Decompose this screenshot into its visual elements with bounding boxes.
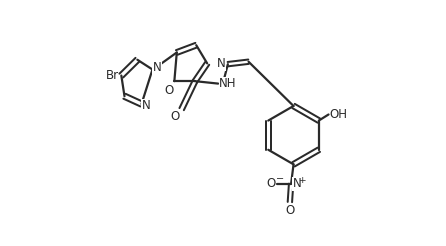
Text: N: N: [153, 61, 161, 74]
Text: O: O: [170, 110, 180, 123]
Text: O: O: [164, 84, 173, 97]
Text: Br: Br: [106, 69, 120, 82]
Text: −: −: [276, 174, 284, 184]
Text: N: N: [293, 177, 302, 190]
Text: O: O: [266, 177, 276, 190]
Text: O: O: [285, 204, 294, 217]
Text: +: +: [298, 176, 306, 185]
Text: N: N: [141, 99, 150, 112]
Text: N: N: [217, 57, 225, 70]
Text: NH: NH: [219, 77, 237, 90]
Text: OH: OH: [330, 108, 347, 121]
